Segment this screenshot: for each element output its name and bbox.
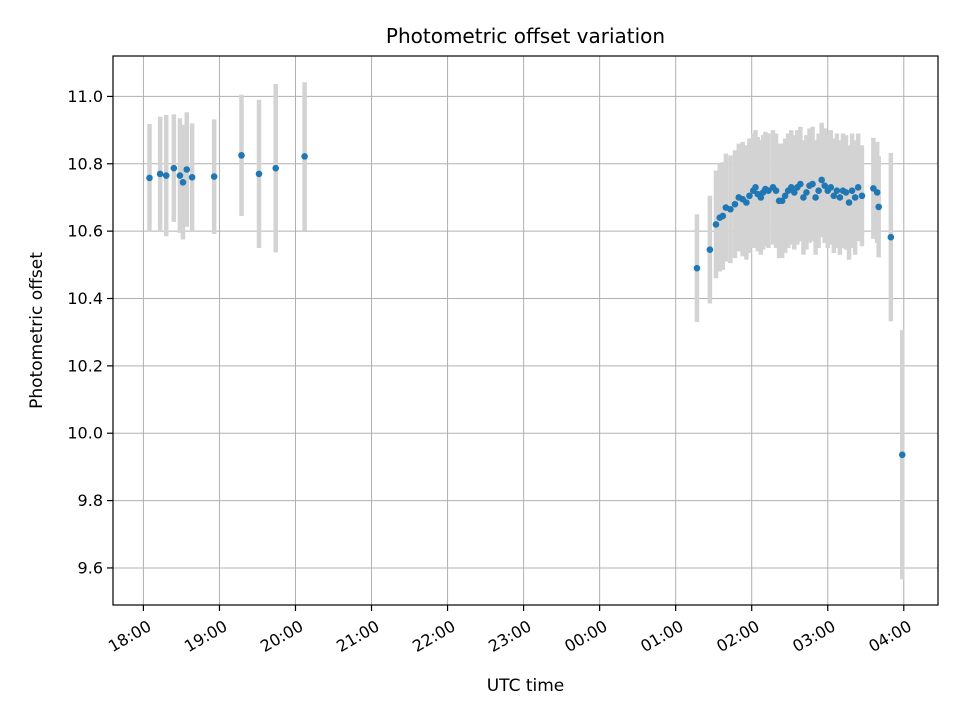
data-point (706, 246, 714, 253)
data-point (757, 194, 765, 201)
data-point (743, 199, 750, 206)
data-point (170, 164, 178, 172)
x-tick-label: 21:00 (333, 616, 382, 656)
x-tick-label: 18:00 (105, 616, 154, 656)
data-point (833, 187, 841, 195)
y-tick-label: 10.4 (67, 289, 103, 308)
y-tick-label: 10.0 (67, 424, 103, 443)
data-point (772, 187, 780, 195)
data-point (731, 200, 739, 208)
data-point (719, 212, 727, 220)
x-tick-label: 02:00 (713, 616, 762, 656)
data-point (176, 172, 184, 179)
data-point (830, 192, 838, 200)
data-point (842, 189, 850, 196)
data-point (836, 194, 844, 201)
x-tick-label: 23:00 (485, 616, 534, 656)
data-point (797, 180, 804, 188)
data-point (787, 184, 795, 191)
x-tick-label: 04:00 (865, 616, 914, 656)
y-tick-label: 11.0 (67, 87, 103, 106)
data-point (746, 192, 753, 200)
axis-ticks (107, 95, 905, 611)
data-point (827, 184, 835, 191)
x-tick-label: 22:00 (409, 616, 458, 656)
data-point (255, 170, 263, 178)
y-tick-labels: 9.6 9.8 10.0 10.2 10.4 10.6 10.8 11.0 (67, 87, 103, 578)
data-point (162, 172, 170, 179)
data-points (146, 152, 906, 459)
y-axis-title: Photometric offset (27, 252, 47, 409)
data-point (887, 233, 895, 241)
data-point (765, 187, 772, 195)
y-tick-label: 9.8 (78, 491, 103, 510)
data-point (752, 184, 759, 191)
data-point (800, 194, 807, 201)
data-point (815, 187, 822, 195)
data-point (188, 173, 196, 181)
chart-title: Photometric offset variation (386, 24, 665, 48)
x-tick-label: 19:00 (181, 616, 230, 656)
data-point (727, 205, 734, 213)
grid-lines (113, 56, 938, 605)
data-point (781, 192, 789, 200)
data-point (812, 194, 819, 201)
data-point (693, 264, 701, 272)
data-point (712, 221, 720, 228)
data-point (818, 176, 825, 184)
y-tick-label: 9.6 (78, 558, 103, 577)
data-point (183, 166, 191, 173)
data-point (778, 197, 786, 205)
data-point (898, 451, 906, 459)
data-point (272, 164, 280, 172)
x-axis-title: UTC time (487, 676, 565, 696)
error-bars (147, 82, 905, 580)
data-point (210, 173, 218, 180)
data-point (790, 189, 798, 196)
y-tick-label: 10.6 (67, 222, 103, 241)
data-point (854, 184, 862, 191)
data-point (301, 153, 308, 160)
x-tick-label: 01:00 (637, 616, 686, 656)
data-point (809, 180, 816, 188)
y-tick-label: 10.8 (67, 154, 103, 173)
x-tick-labels: 18:00 19:00 20:00 21:00 22:00 23:00 00:00 01:00… (105, 616, 915, 656)
data-point (873, 189, 881, 196)
data-point (848, 187, 856, 195)
data-point (803, 189, 810, 196)
data-point (821, 182, 829, 189)
data-point (179, 179, 187, 186)
data-point (238, 152, 245, 159)
plot-frame (112, 55, 939, 606)
data-point (875, 203, 882, 211)
y-tick-label: 10.2 (67, 356, 103, 375)
data-point (858, 192, 866, 200)
x-tick-label: 20:00 (257, 616, 306, 656)
data-point (851, 194, 859, 201)
x-tick-label: 03:00 (789, 616, 838, 656)
x-tick-label: 00:00 (561, 616, 610, 656)
data-point (156, 170, 164, 178)
data-point (845, 199, 853, 206)
data-point (146, 174, 153, 182)
